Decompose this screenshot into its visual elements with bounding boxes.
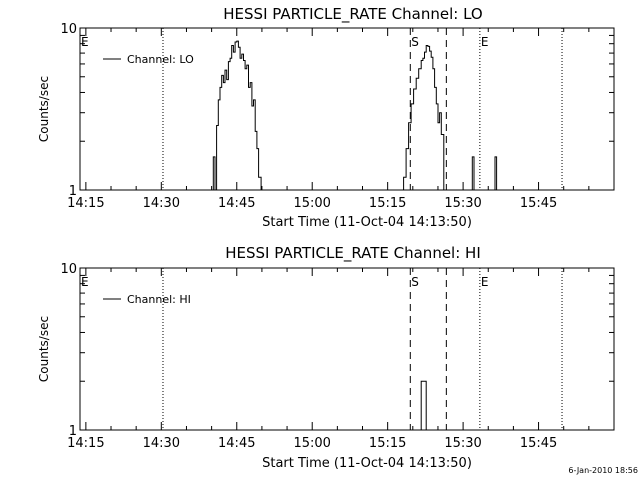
- x-tick-label: 15:45: [520, 436, 557, 451]
- x-tick-label: 14:30: [143, 196, 180, 211]
- x-tick-label: 15:45: [520, 196, 557, 211]
- x-axis-title: Start Time (11-Oct-04 14:13:50): [262, 215, 472, 230]
- event-marker-label: E: [481, 35, 489, 49]
- chart-panel-2: HESSI PARTICLE_RATE Channel: HI 14:15 14:3…: [37, 244, 615, 471]
- legend-label: Channel: HI: [127, 293, 191, 306]
- x-tick-label: 14:45: [218, 196, 255, 211]
- x-tick-label: 15:30: [444, 196, 481, 211]
- event-marker-label: S: [411, 275, 419, 289]
- timestamp-label: 6-Jan-2010 18:56: [568, 466, 638, 475]
- event-marker-label: S: [411, 35, 419, 49]
- series-line: [419, 380, 427, 431]
- x-tick-label: 15:00: [293, 196, 330, 211]
- x-tick-label: 15:00: [293, 436, 330, 451]
- x-tick-label: 15:15: [369, 196, 406, 211]
- y-axis-title: Counts/sec: [37, 76, 51, 142]
- series-line: [210, 40, 498, 191]
- event-marker-label: E: [481, 275, 489, 289]
- y-axis-title: Counts/sec: [37, 316, 51, 382]
- x-tick-label: 14:30: [143, 436, 180, 451]
- y-tick-label: 1: [69, 424, 77, 439]
- y-tick-label: 10: [60, 262, 77, 277]
- x-tick-label: 15:30: [444, 436, 481, 451]
- chart-title: HESSI PARTICLE_RATE Channel: LO: [223, 5, 482, 24]
- chart-panel-1: HESSI PARTICLE_RATE Channel: LO 14:15 14:3…: [37, 5, 615, 230]
- event-marker-label: E: [81, 275, 89, 289]
- event-marker-label: E: [81, 35, 89, 49]
- y-tick-label: 10: [60, 22, 77, 37]
- x-tick-label: 15:15: [369, 436, 406, 451]
- x-tick-label: 14:15: [67, 196, 104, 211]
- chart-title: HESSI PARTICLE_RATE Channel: HI: [225, 244, 481, 263]
- y-tick-label: 1: [69, 184, 77, 199]
- x-tick-label: 14:45: [218, 436, 255, 451]
- x-axis-title: Start Time (11-Oct-04 14:13:50): [262, 456, 472, 471]
- legend-label: Channel: LO: [127, 53, 194, 66]
- x-tick-label: 14:15: [67, 436, 104, 451]
